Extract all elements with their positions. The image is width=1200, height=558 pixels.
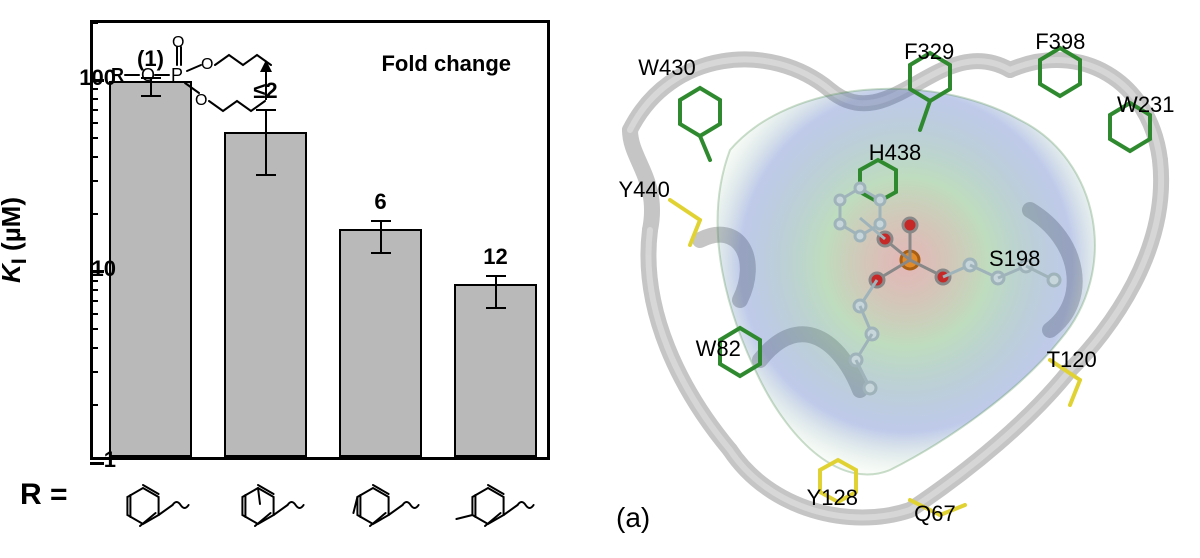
y-minor-tick bbox=[90, 300, 98, 302]
r-equals-label: R = bbox=[20, 478, 68, 512]
y-ticklabel: 100 bbox=[79, 65, 116, 91]
residue-label: H438 bbox=[869, 140, 922, 166]
fold-change-title: Fold change bbox=[381, 51, 511, 77]
residue-label: S198 bbox=[989, 246, 1040, 272]
y-minor-tick bbox=[90, 137, 98, 139]
x-axis-structure bbox=[448, 468, 538, 538]
residue-label: F329 bbox=[904, 39, 954, 65]
residue-label: Q67 bbox=[914, 501, 956, 527]
y-minor-tick bbox=[90, 347, 98, 349]
x-axis-structure bbox=[333, 468, 423, 538]
y-axis-title: KI (µM) bbox=[0, 197, 32, 283]
figure-wrap: KI (µM) (1)≤2612 Fold change R O P bbox=[0, 0, 1200, 558]
y-minor-tick bbox=[90, 156, 98, 158]
bar bbox=[109, 81, 192, 457]
residue-label: T120 bbox=[1047, 347, 1097, 373]
y-minor-tick bbox=[90, 289, 98, 291]
inset-phosphotriester: R O P O O bbox=[105, 35, 285, 130]
y-minor-tick bbox=[90, 213, 98, 215]
residue-label: W82 bbox=[696, 336, 741, 362]
residue-label: W430 bbox=[638, 55, 695, 81]
x-axis-structure bbox=[218, 468, 308, 538]
y-minor-tick bbox=[90, 22, 98, 24]
error-cap bbox=[371, 252, 391, 254]
bar bbox=[339, 229, 422, 457]
y-ticklabel: 10 bbox=[92, 256, 116, 282]
x-axis-structure bbox=[103, 468, 193, 538]
error-cap bbox=[371, 220, 391, 222]
panel-structure: W430 F329 F398 W231 H438 Y440 S198 W82 T120 Y128 Q… bbox=[590, 0, 1200, 558]
y-minor-tick bbox=[90, 109, 98, 111]
residue-label: F398 bbox=[1035, 29, 1085, 55]
chart-frame: (1)≤2612 Fold change R O P O bbox=[90, 20, 550, 460]
svg-text:O: O bbox=[201, 56, 213, 73]
svg-text:O: O bbox=[141, 65, 155, 85]
y-minor-tick bbox=[90, 180, 98, 182]
svg-text:O: O bbox=[195, 92, 207, 109]
y-minor-tick bbox=[90, 371, 98, 373]
error-bar bbox=[495, 276, 497, 308]
y-minor-tick bbox=[90, 313, 98, 315]
error-cap bbox=[256, 174, 276, 176]
y-minor-tick bbox=[90, 122, 98, 124]
bar bbox=[454, 284, 537, 457]
y-minor-tick bbox=[90, 404, 98, 406]
error-cap bbox=[486, 307, 506, 309]
residue-label: Y440 bbox=[618, 177, 669, 203]
svg-text:P: P bbox=[171, 65, 183, 85]
svg-text:O: O bbox=[172, 35, 184, 51]
bar bbox=[224, 132, 307, 457]
error-cap bbox=[486, 275, 506, 277]
panel-chart: KI (µM) (1)≤2612 Fold change R O P bbox=[0, 0, 590, 558]
y-minor-tick bbox=[90, 328, 98, 330]
bar-label: 12 bbox=[483, 244, 507, 270]
y-major-tick bbox=[90, 462, 104, 465]
structure-canvas: W430 F329 F398 W231 H438 Y440 S198 W82 T120 Y128 Q… bbox=[610, 10, 1180, 540]
bar-label: 6 bbox=[374, 189, 386, 215]
error-bar bbox=[380, 221, 382, 254]
y-minor-tick bbox=[90, 98, 98, 100]
residue-label: Y128 bbox=[807, 485, 858, 511]
panel-label-a: (a) bbox=[616, 502, 650, 534]
residue-label: W231 bbox=[1117, 92, 1174, 118]
